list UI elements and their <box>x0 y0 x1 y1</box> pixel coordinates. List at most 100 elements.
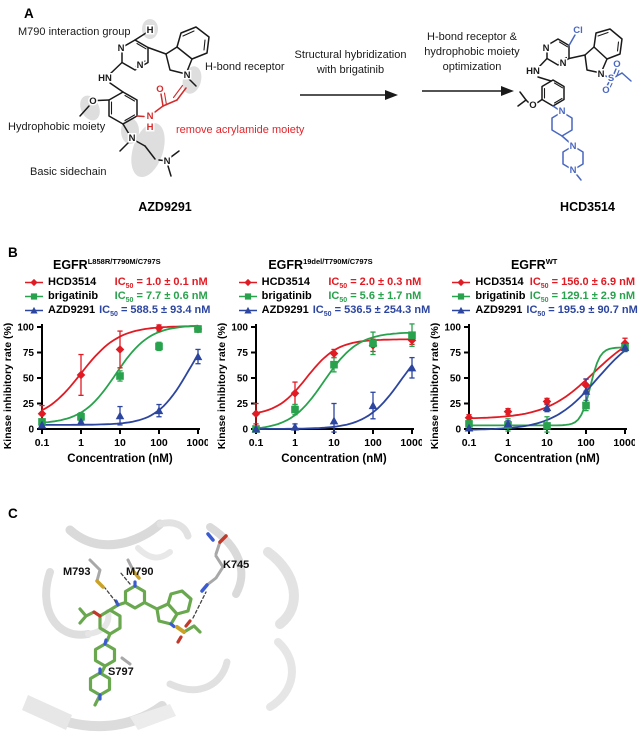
svg-text:0: 0 <box>242 425 248 436</box>
chart-title-base: EGFR <box>268 258 304 273</box>
svg-text:25: 25 <box>23 399 35 410</box>
arrow1-icon <box>300 90 398 100</box>
chart-title: EGFR19del/T790M/C797S <box>214 257 428 274</box>
ic50-text: = 2.0 ± 0.3 nM <box>350 276 422 288</box>
svg-text:100: 100 <box>364 437 382 449</box>
legend-row: brigatinib IC50 = 5.6 ± 1.7 nM <box>238 289 421 305</box>
chart-plot: 0 25 50 75 100 0.1 1 10 100 1000 Concentration (nM… <box>429 319 641 482</box>
svg-text:1000: 1000 <box>614 437 636 449</box>
ic50-text: = 7.7 ± 0.6 nM <box>136 290 208 302</box>
ic-sub: 50 <box>540 297 549 305</box>
legend-ic50-value: IC50 = 588.5 ± 93.4 nM <box>99 303 210 319</box>
ic-sub: 50 <box>323 311 332 319</box>
atom-label: Cl <box>573 25 583 36</box>
remove-acrylamide-label: remove acrylamide moiety <box>176 124 305 136</box>
hcd3514-structure: Cl N N HN N S O O O N N N <box>517 24 632 181</box>
compound-name-azd9291: AZD9291 <box>138 200 192 214</box>
ic-sub: 50 <box>339 283 348 291</box>
ic50-text: = 195.9 ± 90.7 nM <box>548 304 638 316</box>
diamond-marker-icon <box>451 277 471 288</box>
triangle-marker-icon <box>451 305 471 316</box>
arrow1-caption-line1: Structural hybridization <box>294 49 407 61</box>
atom-label: N <box>147 111 154 122</box>
legend-series-name: HCD3514 <box>475 276 524 288</box>
legend-row: HCD3514 IC50 = 1.0 ± 0.1 nM <box>24 275 208 290</box>
ic-sub: 50 <box>110 311 118 319</box>
ic-label: IC <box>114 276 126 288</box>
square-marker-icon <box>24 291 44 302</box>
atom-label: N <box>118 43 125 54</box>
svg-text:10: 10 <box>542 437 554 449</box>
legend-ic50-value: IC50 = 129.1 ± 2.9 nM <box>530 289 635 305</box>
hcd-atom-labels: Cl N N HN N S O O O N N N <box>525 24 623 178</box>
atom-label: O <box>156 84 163 95</box>
svg-text:100: 100 <box>231 323 248 334</box>
svg-text:50: 50 <box>450 374 462 385</box>
svg-text:100: 100 <box>445 323 462 334</box>
chart-title-sup: 19del/T790M/C797S <box>303 257 373 266</box>
legend-row: HCD3514 IC50 = 156.0 ± 6.9 nM <box>451 275 636 290</box>
svg-text:50: 50 <box>237 374 249 385</box>
svg-text:0.1: 0.1 <box>35 437 50 449</box>
svg-text:0.1: 0.1 <box>462 437 477 449</box>
legend-series-name: brigatinib <box>48 290 99 302</box>
ic-label: IC <box>328 290 340 302</box>
h-bond-receptor-label: H-bond receptor <box>205 61 285 73</box>
chart-title-sup: WT <box>545 257 558 266</box>
svg-text:0.1: 0.1 <box>248 437 263 449</box>
svg-text:100: 100 <box>578 437 596 449</box>
atom-label: O <box>89 96 96 107</box>
legend-ic50-value: IC50 = 156.0 ± 6.9 nM <box>530 275 636 290</box>
atom-label: H <box>147 25 154 36</box>
svg-text:75: 75 <box>450 348 462 359</box>
svg-text:Kinase inhibitory rate (%): Kinase inhibitory rate (%) <box>429 323 441 450</box>
legend-row: AZD9291 IC50 = 536.5 ± 254.3 nM <box>238 303 430 319</box>
atom-label: N <box>184 70 191 81</box>
legend-series-name: brigatinib <box>475 290 526 302</box>
azd-atom-labels: H N N HN N O O N H N N <box>88 24 192 169</box>
arrow2-caption-line3: optimization <box>442 61 502 73</box>
residue-label-m793: M793 <box>63 566 91 578</box>
svg-text:0: 0 <box>456 425 462 436</box>
legend-series-name: HCD3514 <box>261 276 310 288</box>
legend-row: brigatinib IC50 = 129.1 ± 2.9 nM <box>451 289 635 305</box>
atom-label: O <box>613 59 620 70</box>
svg-text:Concentration (nM): Concentration (nM) <box>67 453 173 465</box>
arrow2-caption-line2: hydrophobic moiety <box>424 46 520 58</box>
chart-title-base: EGFR <box>510 258 546 273</box>
svg-text:0: 0 <box>28 425 34 436</box>
ic-label: IC <box>114 290 126 302</box>
ic50-text: = 156.0 ± 6.9 nM <box>551 276 636 288</box>
legend-ic50-value: IC50 = 1.0 ± 0.1 nM <box>114 275 208 290</box>
azd9291-structure: H N N HN N O O N H N N <box>79 19 210 178</box>
svg-text:Concentration (nM): Concentration (nM) <box>495 453 601 465</box>
chart-title: EGFRWT <box>427 257 641 274</box>
chart-legend: HCD3514 IC50 = 2.0 ± 0.3 nM brigatinib I… <box>214 275 430 319</box>
svg-text:50: 50 <box>23 374 35 385</box>
svg-text:1: 1 <box>78 437 84 449</box>
svg-text:1: 1 <box>292 437 298 449</box>
arrow1-caption: Structural hybridization with brigatinib <box>288 48 413 78</box>
svg-text:Kinase inhibitory rate (%): Kinase inhibitory rate (%) <box>216 323 228 450</box>
svg-text:75: 75 <box>23 348 35 359</box>
legend-series-name: AZD9291 <box>261 304 309 316</box>
atom-label: N <box>560 58 567 69</box>
chart-egfr-wt: EGFRWT HCD3514 IC50 = 156.0 ± 6.9 nM bri… <box>427 257 641 482</box>
svg-text:10: 10 <box>114 437 126 449</box>
svg-text:Kinase inhibitory rate (%): Kinase inhibitory rate (%) <box>2 323 14 450</box>
chart-egfr-19del-t790m-c797s: EGFR19del/T790M/C797S HCD3514 IC50 = 2.0… <box>214 257 431 482</box>
legend-row: brigatinib IC50 = 7.7 ± 0.6 nM <box>24 289 208 305</box>
ic-sub: 50 <box>125 297 134 305</box>
atom-label: S <box>608 73 614 84</box>
ic-sub: 50 <box>339 297 348 305</box>
atom-label: N <box>559 106 566 117</box>
atom-label: N <box>598 69 605 80</box>
atom-label: HN <box>98 73 112 84</box>
panel-b-label: B <box>8 245 18 260</box>
atom-label: O <box>529 100 536 111</box>
chart-title-base: EGFR <box>52 258 88 273</box>
atom-label: H <box>147 122 154 133</box>
svg-text:25: 25 <box>450 399 462 410</box>
arrow2-caption: H-bond receptor & hydrophobic moiety opt… <box>413 30 531 75</box>
chart-legend: HCD3514 IC50 = 1.0 ± 0.1 nM brigatinib I… <box>0 275 214 319</box>
